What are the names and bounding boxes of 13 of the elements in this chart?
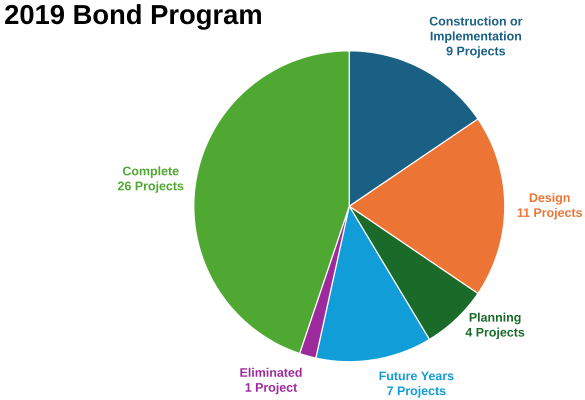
slice-label: Design [530, 192, 570, 205]
data-label: 1 Project [246, 382, 298, 394]
data-label: 7 Projects [387, 386, 446, 398]
slice-label: Complete [122, 166, 179, 178]
data-label: 9 Projects [446, 46, 506, 58]
slice-label: Eliminated [240, 368, 302, 377]
slice-label: Future Years [380, 372, 454, 380]
slice-label: Construction or Implementation [430, 16, 522, 43]
data-label: 11 Projects [518, 208, 582, 220]
data-label: 26 Projects [118, 181, 184, 193]
chart-title: 2019 Bond Program [5, 4, 261, 30]
data-label: 4 Projects [466, 327, 524, 340]
slice-label: Planning [470, 312, 521, 324]
